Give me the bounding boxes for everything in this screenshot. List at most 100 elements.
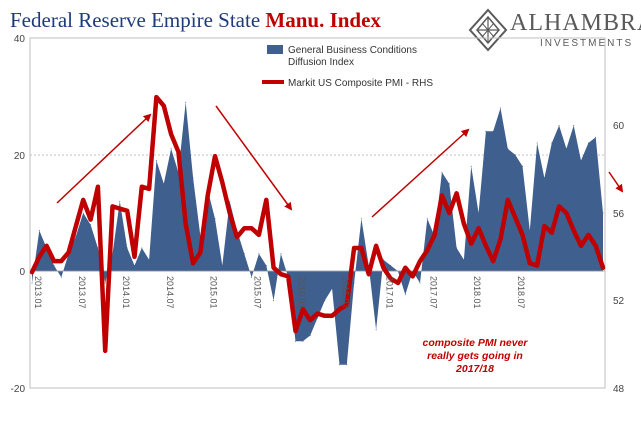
area-data-point — [565, 148, 567, 150]
pmi-data-point — [353, 247, 355, 249]
area-data-point — [141, 247, 143, 249]
area-data-point — [543, 177, 545, 179]
pmi-data-point — [126, 210, 128, 212]
annotation-note-line: composite PMI never — [422, 337, 528, 349]
area-data-point — [463, 259, 465, 261]
pmi-data-point — [485, 245, 487, 247]
pmi-data-point — [280, 273, 282, 275]
area-data-point — [573, 125, 575, 126]
pmi-data-point — [199, 251, 201, 253]
x-tick-label: 2016.07 — [341, 276, 351, 309]
pmi-data-point — [302, 308, 304, 310]
pmi-data-point — [265, 199, 267, 201]
pmi-data-point — [243, 227, 245, 229]
pmi-data-point — [324, 315, 326, 317]
pmi-data-point — [492, 260, 494, 262]
area-data-point — [419, 282, 421, 284]
pmi-data-point — [82, 199, 84, 201]
pmi-data-point — [119, 208, 121, 210]
chart-title-main: Federal Reserve Empire State — [10, 8, 266, 32]
pmi-data-point — [507, 199, 509, 201]
annotation-arrow — [215, 105, 293, 211]
pmi-data-point — [229, 212, 231, 214]
x-tick-label: 2015.01 — [209, 276, 219, 309]
area-data-point — [192, 177, 194, 179]
area-data-point — [31, 282, 33, 284]
area-data-point — [243, 253, 245, 255]
pmi-data-point — [214, 155, 216, 157]
pmi-data-point — [331, 315, 333, 317]
x-tick-label: 2016.01 — [297, 276, 307, 309]
area-data-point — [214, 218, 216, 220]
logo-subtitle: INVESTMENTS — [540, 38, 634, 49]
pmi-data-point — [434, 234, 436, 236]
pmi-data-point — [309, 319, 311, 321]
area-data-point — [602, 212, 604, 214]
pmi-data-point — [565, 212, 568, 214]
area-data-point — [456, 247, 458, 249]
area-data-point — [448, 183, 450, 185]
pmi-data-point — [558, 205, 560, 207]
area-data-point — [353, 282, 355, 284]
pmi-data-point — [148, 188, 150, 190]
annotation-arrow — [608, 171, 624, 193]
area-data-point — [229, 200, 231, 202]
area-data-point — [82, 212, 84, 214]
area-data-point — [53, 265, 55, 266]
pmi-data-point — [441, 194, 443, 197]
x-tick-label: 2013.07 — [77, 276, 87, 309]
y-left-tick-label: 40 — [14, 34, 26, 45]
pmi-data-point — [404, 267, 406, 269]
area-data-point — [551, 142, 553, 144]
y-right-tick-label: 60 — [613, 121, 625, 132]
pmi-data-point — [207, 194, 209, 197]
pmi-data-point — [360, 247, 362, 249]
legend-area-swatch — [267, 45, 283, 54]
area-data-point — [587, 142, 589, 144]
alhambra-logo: ALHAMBRA INVESTMENTS — [462, 8, 641, 56]
annotation-arrow — [56, 113, 152, 204]
area-data-point — [134, 265, 135, 266]
area-data-point — [580, 160, 582, 161]
pmi-data-point — [499, 238, 502, 240]
pmi-line-series — [29, 94, 606, 354]
area-data-point — [309, 335, 311, 336]
pmi-data-point — [294, 330, 297, 332]
pmi-data-point — [75, 225, 77, 227]
pmi-data-point — [273, 267, 275, 269]
area-data-point — [470, 165, 472, 167]
pmi-data-point — [456, 192, 458, 194]
area-data-point — [426, 218, 428, 220]
area-data-point — [38, 230, 40, 231]
pmi-data-point — [38, 256, 40, 258]
area-data-point — [500, 107, 501, 109]
y-axis-right: 60 56 52 48 — [613, 121, 625, 395]
y-left-tick-label: 0 — [19, 267, 25, 278]
pmi-data-point — [141, 186, 143, 188]
legend-line-label: Markit US Composite PMI - RHS — [288, 78, 433, 89]
area-data-point — [60, 276, 62, 278]
pmi-data-point — [602, 267, 604, 269]
pmi-data-point — [53, 260, 55, 262]
pmi-data-point — [192, 262, 194, 264]
area-data-point — [441, 171, 443, 173]
x-tick-label: 2017.01 — [384, 276, 394, 309]
chart-title-accent: Manu. Index — [265, 8, 381, 32]
y-axis-left: 40 20 0 -20 — [11, 34, 26, 395]
area-data-point — [536, 142, 538, 144]
pmi-data-point — [346, 304, 348, 306]
annotation-note-line: 2017/18 — [455, 363, 494, 375]
y-right-tick-label: 48 — [613, 384, 625, 395]
pmi-data-point — [397, 282, 399, 284]
pmi-data-point — [521, 234, 524, 236]
area-data-point — [375, 329, 377, 331]
alhambra-diamond-icon — [468, 8, 508, 52]
annotation-arrow — [371, 128, 470, 218]
pmi-data-point — [382, 267, 384, 269]
area-data-point — [339, 364, 340, 366]
area-data-point — [163, 183, 165, 185]
pmi-data-point — [412, 275, 414, 277]
pmi-data-point — [419, 260, 421, 262]
annotation-arrows — [56, 105, 624, 218]
y-right-tick-label: 52 — [613, 296, 625, 307]
